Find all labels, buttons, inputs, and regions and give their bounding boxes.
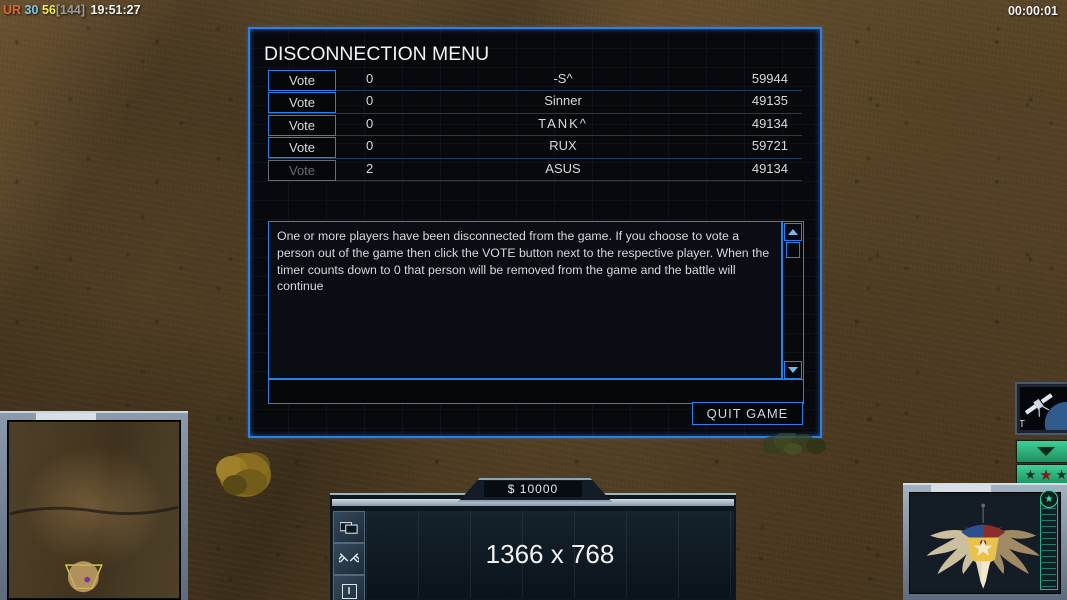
svg-text:T: T	[1020, 419, 1025, 430]
